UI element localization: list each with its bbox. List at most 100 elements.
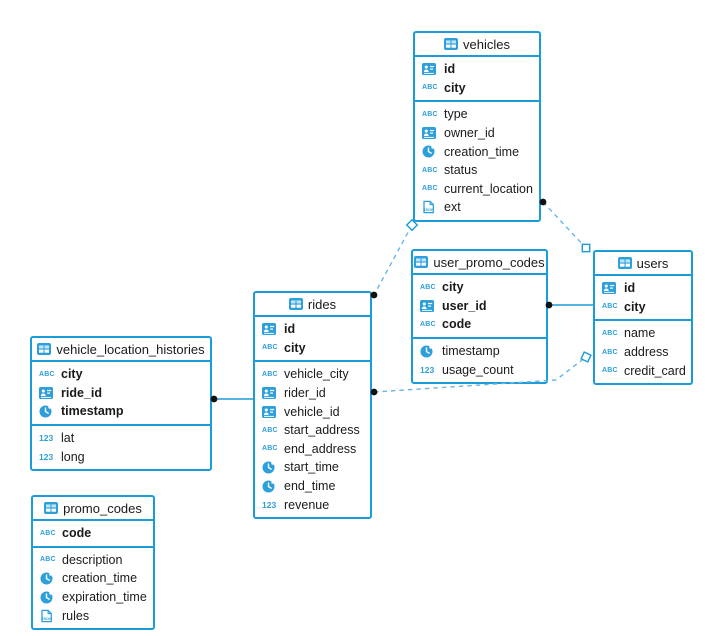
column-name: ride_id [61,385,102,400]
text-icon-wrap: ABC [262,445,279,452]
table-header[interactable]: vehicles [415,33,539,57]
fk-square-marker [581,243,591,253]
id-type-icon [39,386,53,399]
table-header[interactable]: rides [255,293,370,317]
text-type-icon: ABC [262,445,278,453]
table-name: vehicle_location_histories [56,341,205,357]
text-icon-wrap: ABC [39,371,56,378]
column-row: ABC city [415,79,539,98]
column-row: ABC city [595,298,691,317]
column-name: lat [61,431,75,446]
time-icon-wrap [262,480,279,493]
text-type-icon: ABC [40,529,56,537]
id-icon-wrap [39,386,56,399]
table-rides[interactable]: rides id ABC city ABC vehicle_city rider_id … [253,291,372,519]
time-icon-wrap [420,345,437,358]
table-vehicles[interactable]: vehicles id ABC city ABC type owner_id creat… [413,31,541,222]
primary-key-section: ABC city user_id ABC code [413,275,546,337]
relationship-vehicles-users[interactable] [542,201,587,249]
primary-key-section: ABC code [33,521,153,546]
table-header[interactable]: vehicle_location_histories [32,338,210,362]
table-icon-wrap [37,343,52,355]
column-name: id [624,281,636,296]
fields-section: ABC vehicle_city rider_id vehicle_id ABC st… [255,360,370,517]
column-row: user_id [413,297,546,316]
id-type-icon [420,299,434,312]
table-header[interactable]: user_promo_codes [413,251,546,275]
column-row: 123 long [32,447,210,466]
number-type-icon: 123 [39,451,54,462]
column-row: ABC status [415,161,539,180]
table-icon [44,502,59,514]
column-row: JSON rules [33,606,153,625]
number-icon-wrap: 123 [39,452,56,462]
id-type-icon [262,405,276,418]
column-name: credit_card [624,363,686,378]
column-name: timestamp [442,344,500,359]
table-name: rides [307,296,337,312]
id-type-icon [262,387,276,400]
column-row: creation_time [33,569,153,588]
column-row: timestamp [413,342,546,361]
fields-section: ABC type owner_id creation_time ABC status A… [415,100,539,220]
text-type-icon: ABC [422,84,438,92]
table-header[interactable]: users [595,252,691,276]
time-type-icon [420,345,433,358]
column-name: vehicle_id [284,404,340,419]
text-type-icon: ABC [602,367,618,375]
id-icon-wrap [422,127,439,140]
table-name: user_promo_codes [433,254,545,270]
id-icon-wrap [262,405,279,418]
time-icon-wrap [422,145,439,158]
column-name: end_address [284,441,357,456]
column-name: rules [62,608,90,623]
column-row: ABC description [33,551,153,570]
text-type-icon: ABC [262,344,278,352]
text-type-icon: ABC [262,426,278,434]
table-users[interactable]: users id ABC city ABC name ABC address ABC credi… [593,250,693,385]
number-type-icon: 123 [39,433,54,444]
time-icon-wrap [39,405,56,418]
column-name: status [444,163,478,178]
table-icon-wrap [414,256,429,268]
column-row: rider_id [255,384,370,403]
table-promo_codes[interactable]: promo_codes ABC code ABC description creatio… [31,495,155,630]
column-row: 123 lat [32,429,210,448]
table-vehicle_location_histories[interactable]: vehicle_location_histories ABC city ride_i… [30,336,212,471]
relationship-vehicles-rides[interactable] [373,224,413,296]
id-type-icon [422,127,436,140]
text-icon-wrap: ABC [40,530,57,537]
column-row: id [255,320,370,339]
column-row: 123 revenue [255,495,370,514]
id-icon-wrap [422,63,439,76]
table-header[interactable]: promo_codes [33,497,153,521]
text-type-icon: ABC [422,185,438,193]
time-type-icon [262,480,275,493]
column-name: ext [444,200,461,215]
column-row: ride_id [32,384,210,403]
column-row: ABC city [255,339,370,358]
id-icon-wrap [420,299,437,312]
column-name: city [624,299,646,314]
text-icon-wrap: ABC [422,111,439,118]
json-type-icon: JSON [423,201,434,214]
table-icon [444,38,459,50]
table-user_promo_codes[interactable]: user_promo_codes ABC city user_id ABC code t… [411,249,548,384]
column-row: ABC current_location [415,180,539,199]
primary-key-section: id ABC city [255,317,370,360]
text-type-icon: ABC [420,320,436,328]
number-icon-wrap: 123 [39,433,56,443]
table-icon [414,256,429,268]
column-row: expiration_time [33,588,153,607]
text-icon-wrap: ABC [422,185,439,192]
fields-section: ABC description creation_time expiration_… [33,545,153,628]
column-name: start_address [284,423,360,438]
column-name: city [442,280,464,295]
text-icon-wrap: ABC [420,321,437,328]
table-icon-wrap [44,502,59,514]
column-name: code [442,317,472,332]
text-type-icon: ABC [262,370,278,378]
text-icon-wrap: ABC [602,367,619,374]
column-row: timestamp [32,402,210,421]
column-row: ABC vehicle_city [255,365,370,384]
